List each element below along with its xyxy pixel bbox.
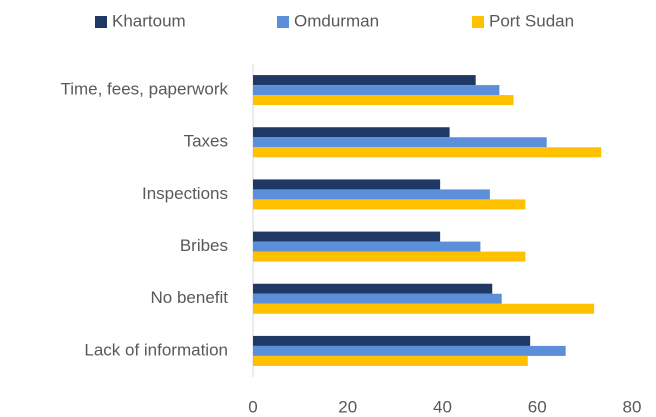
bar [253, 127, 450, 138]
y-tick-label: Lack of information [84, 340, 228, 359]
legend-label: Omdurman [294, 11, 379, 30]
legend-swatch [472, 16, 484, 28]
bar [253, 189, 490, 200]
bar [253, 199, 526, 210]
x-tick-label: 80 [623, 397, 642, 416]
bar [253, 95, 514, 106]
bar [253, 147, 602, 158]
bar [253, 355, 528, 366]
bar [253, 241, 481, 252]
bar [253, 283, 493, 294]
bar [253, 179, 441, 190]
y-tick-label: No benefit [151, 288, 229, 307]
legend-label: Khartoum [112, 11, 186, 30]
bar [253, 85, 500, 96]
bar [253, 137, 547, 148]
legend-label: Port Sudan [489, 11, 574, 30]
y-tick-label: Inspections [142, 184, 228, 203]
bar [253, 335, 531, 346]
bar [253, 293, 502, 304]
x-tick-label: 20 [338, 397, 357, 416]
bar [253, 345, 566, 356]
y-tick-label: Taxes [184, 132, 228, 151]
x-tick-label: 0 [248, 397, 257, 416]
y-tick-label: Bribes [180, 236, 228, 255]
legend-swatch [277, 16, 289, 28]
bar [253, 303, 595, 314]
legend-swatch [95, 16, 107, 28]
bar [253, 75, 476, 86]
y-tick-label: Time, fees, paperwork [60, 80, 228, 99]
x-tick-label: 60 [528, 397, 547, 416]
bar [253, 231, 441, 242]
bar [253, 251, 526, 262]
x-tick-label: 40 [433, 397, 452, 416]
